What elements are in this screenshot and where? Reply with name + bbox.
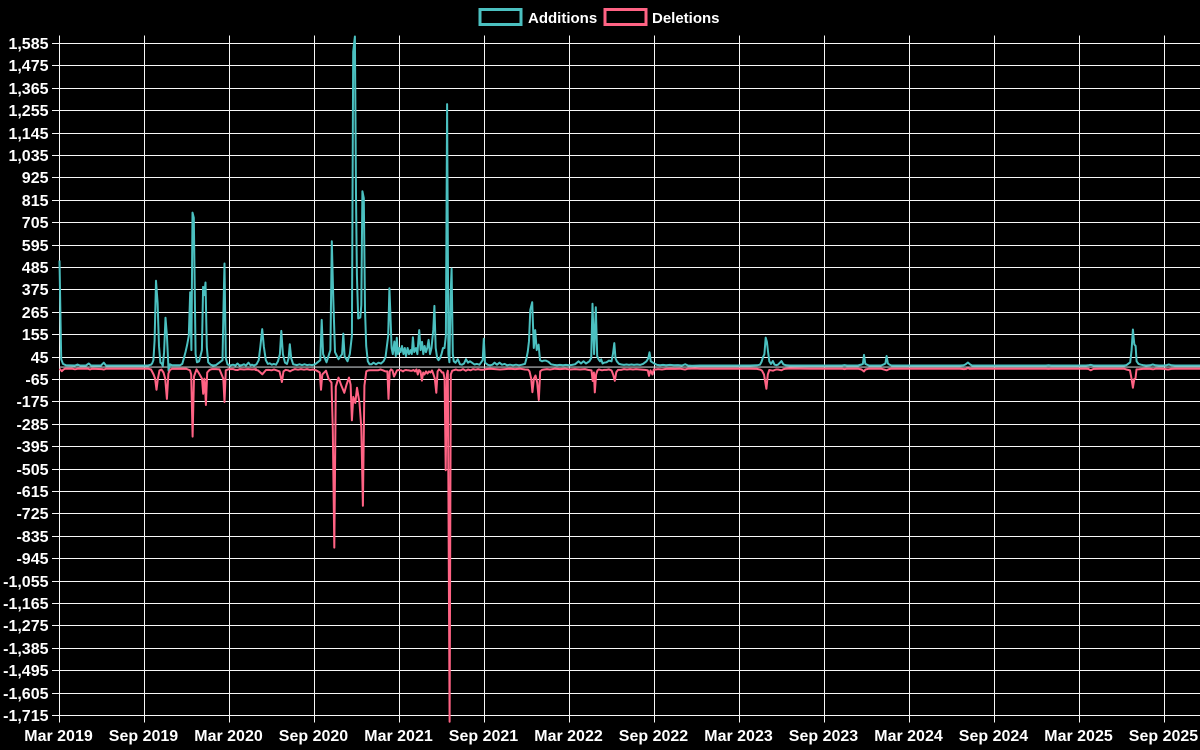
svg-text:1,255: 1,255 [8, 103, 48, 120]
svg-text:1,585: 1,585 [8, 36, 48, 53]
svg-text:265: 265 [22, 305, 49, 322]
svg-text:Sep 2019: Sep 2019 [109, 728, 178, 745]
svg-text:-285: -285 [16, 417, 48, 434]
svg-text:-615: -615 [16, 484, 48, 501]
svg-text:375: 375 [22, 282, 49, 299]
svg-text:1,145: 1,145 [8, 126, 48, 143]
svg-text:Mar 2025: Mar 2025 [1044, 728, 1113, 745]
svg-text:925: 925 [22, 170, 49, 187]
svg-text:155: 155 [22, 327, 49, 344]
svg-text:Mar 2021: Mar 2021 [364, 728, 433, 745]
svg-text:-835: -835 [16, 529, 48, 546]
svg-text:-1,605: -1,605 [3, 686, 48, 703]
svg-text:-1,055: -1,055 [3, 574, 48, 591]
svg-text:-945: -945 [16, 551, 48, 568]
svg-text:Sep 2021: Sep 2021 [449, 728, 518, 745]
svg-text:-395: -395 [16, 439, 48, 456]
svg-text:Deletions: Deletions [652, 10, 720, 27]
svg-text:Mar 2020: Mar 2020 [194, 728, 263, 745]
svg-text:Mar 2024: Mar 2024 [874, 728, 943, 745]
svg-text:Additions: Additions [528, 10, 597, 27]
svg-text:Sep 2020: Sep 2020 [279, 728, 348, 745]
svg-text:-725: -725 [16, 506, 48, 523]
svg-text:-175: -175 [16, 394, 48, 411]
svg-text:-1,275: -1,275 [3, 618, 48, 635]
svg-text:Sep 2022: Sep 2022 [619, 728, 688, 745]
svg-text:-505: -505 [16, 462, 48, 479]
svg-text:-1,165: -1,165 [3, 596, 48, 613]
svg-text:1,475: 1,475 [8, 58, 48, 75]
svg-text:Sep 2023: Sep 2023 [789, 728, 858, 745]
svg-text:815: 815 [22, 193, 49, 210]
svg-text:-1,495: -1,495 [3, 663, 48, 680]
svg-text:-65: -65 [25, 372, 48, 389]
svg-text:Sep 2025: Sep 2025 [1129, 728, 1198, 745]
svg-text:Mar 2023: Mar 2023 [704, 728, 773, 745]
svg-text:-1,385: -1,385 [3, 641, 48, 658]
svg-text:485: 485 [22, 260, 49, 277]
svg-text:1,035: 1,035 [8, 148, 48, 165]
svg-text:Mar 2022: Mar 2022 [534, 728, 603, 745]
svg-text:595: 595 [22, 238, 49, 255]
svg-text:Mar 2019: Mar 2019 [24, 728, 93, 745]
svg-text:-1,715: -1,715 [3, 708, 48, 725]
svg-text:Sep 2024: Sep 2024 [959, 728, 1028, 745]
svg-text:705: 705 [22, 215, 49, 232]
svg-text:1,365: 1,365 [8, 81, 48, 98]
svg-text:45: 45 [31, 350, 49, 367]
